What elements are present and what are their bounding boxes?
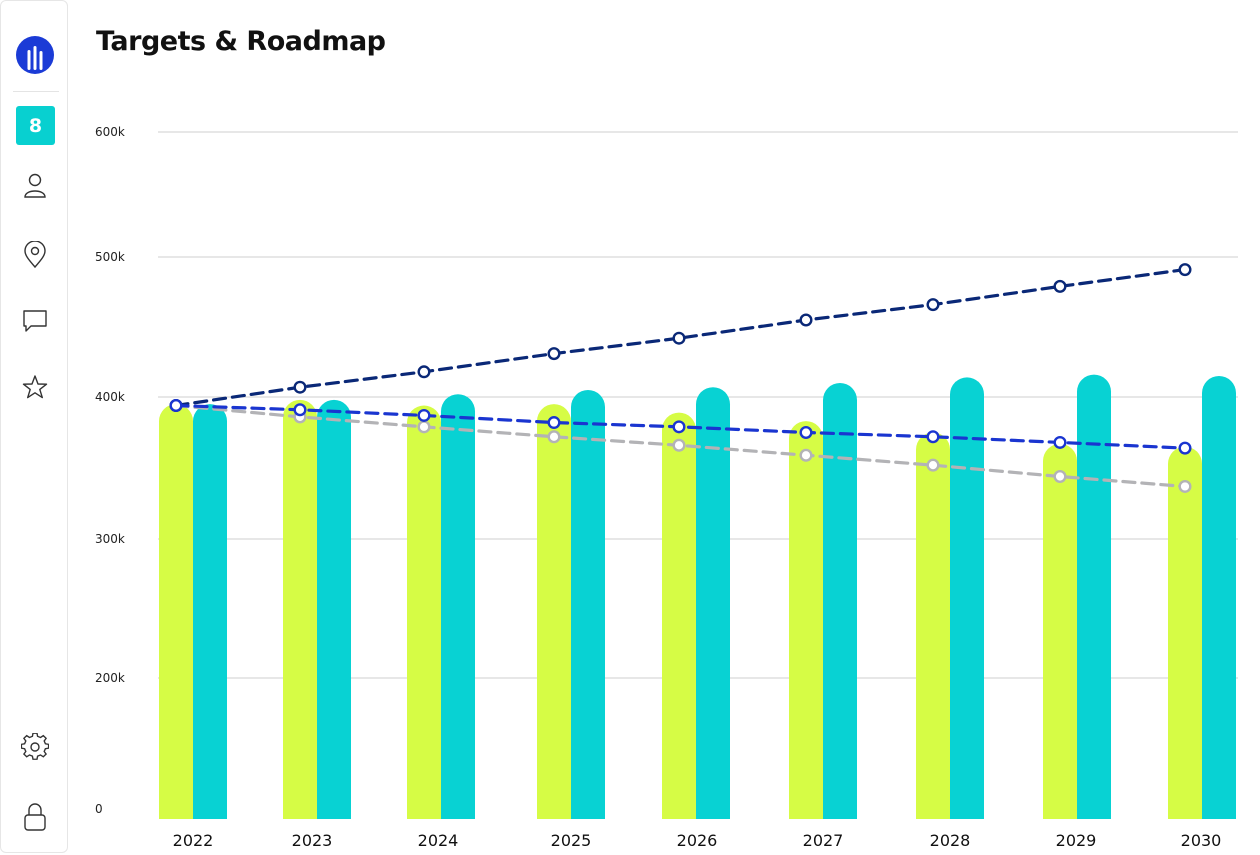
lock-icon[interactable] <box>15 797 55 837</box>
bar <box>1168 446 1202 819</box>
bar <box>283 399 317 819</box>
bar <box>193 404 227 819</box>
logo-icon[interactable] <box>15 35 55 75</box>
data-point <box>926 458 940 472</box>
notification-badge[interactable]: 8 <box>16 106 55 145</box>
y-tick-label: 600k <box>95 125 125 139</box>
y-tick-label: 200k <box>95 671 125 685</box>
page-title: Targets & Roadmap <box>96 26 386 57</box>
location-pin-icon[interactable] <box>15 235 55 275</box>
sidebar-divider <box>13 91 59 92</box>
x-tick-label: 2022 <box>173 831 214 850</box>
data-point <box>926 298 940 312</box>
x-tick-label: 2029 <box>1056 831 1097 850</box>
bar <box>1077 374 1111 819</box>
sidebar: 8 <box>0 0 68 853</box>
x-tick-label: 2026 <box>677 831 718 850</box>
bar <box>571 390 605 819</box>
data-point <box>1178 479 1192 493</box>
data-point <box>799 448 813 462</box>
x-tick-label: 2025 <box>551 831 592 850</box>
data-point <box>672 420 686 434</box>
x-tick-labels: 2022 2023 2024 2025 2026 2027 2028 2029 2030 <box>173 831 1222 850</box>
data-point <box>417 420 431 434</box>
y-tick-label: 400k <box>95 390 125 404</box>
bar <box>950 377 984 819</box>
x-tick-label: 2028 <box>930 831 971 850</box>
bar <box>916 432 950 819</box>
y-tick-label: 0 <box>95 802 103 816</box>
x-tick-label: 2023 <box>292 831 333 850</box>
data-point <box>672 331 686 345</box>
bar <box>823 383 857 819</box>
bar <box>441 394 475 819</box>
gear-icon[interactable] <box>15 727 55 767</box>
y-tick-label: 500k <box>95 250 125 264</box>
data-point <box>169 399 183 413</box>
y-tick-labels: 0 200k 300k 400k 500k 600k <box>95 125 125 816</box>
data-point <box>926 430 940 444</box>
bar <box>537 404 571 819</box>
data-point <box>547 416 561 430</box>
star-icon[interactable] <box>15 367 55 407</box>
bar <box>317 399 351 819</box>
x-tick-label: 2030 <box>1181 831 1222 850</box>
bar <box>1202 376 1236 819</box>
data-point <box>417 365 431 379</box>
data-point <box>293 403 307 417</box>
line-layer <box>169 263 1192 493</box>
data-point <box>293 380 307 394</box>
chat-icon[interactable] <box>15 301 55 341</box>
data-point <box>547 347 561 361</box>
y-tick-label: 300k <box>95 532 125 546</box>
data-point <box>1178 263 1192 277</box>
bar <box>407 405 441 819</box>
data-point <box>799 313 813 327</box>
data-point <box>672 438 686 452</box>
bar <box>662 412 696 819</box>
data-point <box>547 430 561 444</box>
data-point <box>417 408 431 422</box>
x-tick-label: 2027 <box>803 831 844 850</box>
bar <box>159 404 193 819</box>
x-tick-label: 2024 <box>418 831 459 850</box>
data-point <box>799 426 813 440</box>
bar <box>696 387 730 819</box>
data-point <box>1053 435 1067 449</box>
data-point <box>1178 441 1192 455</box>
data-point <box>1053 470 1067 484</box>
bar-layer <box>159 374 1236 819</box>
bar <box>789 421 823 819</box>
user-icon[interactable] <box>15 165 55 205</box>
bar <box>1043 443 1077 819</box>
data-point <box>1053 279 1067 293</box>
